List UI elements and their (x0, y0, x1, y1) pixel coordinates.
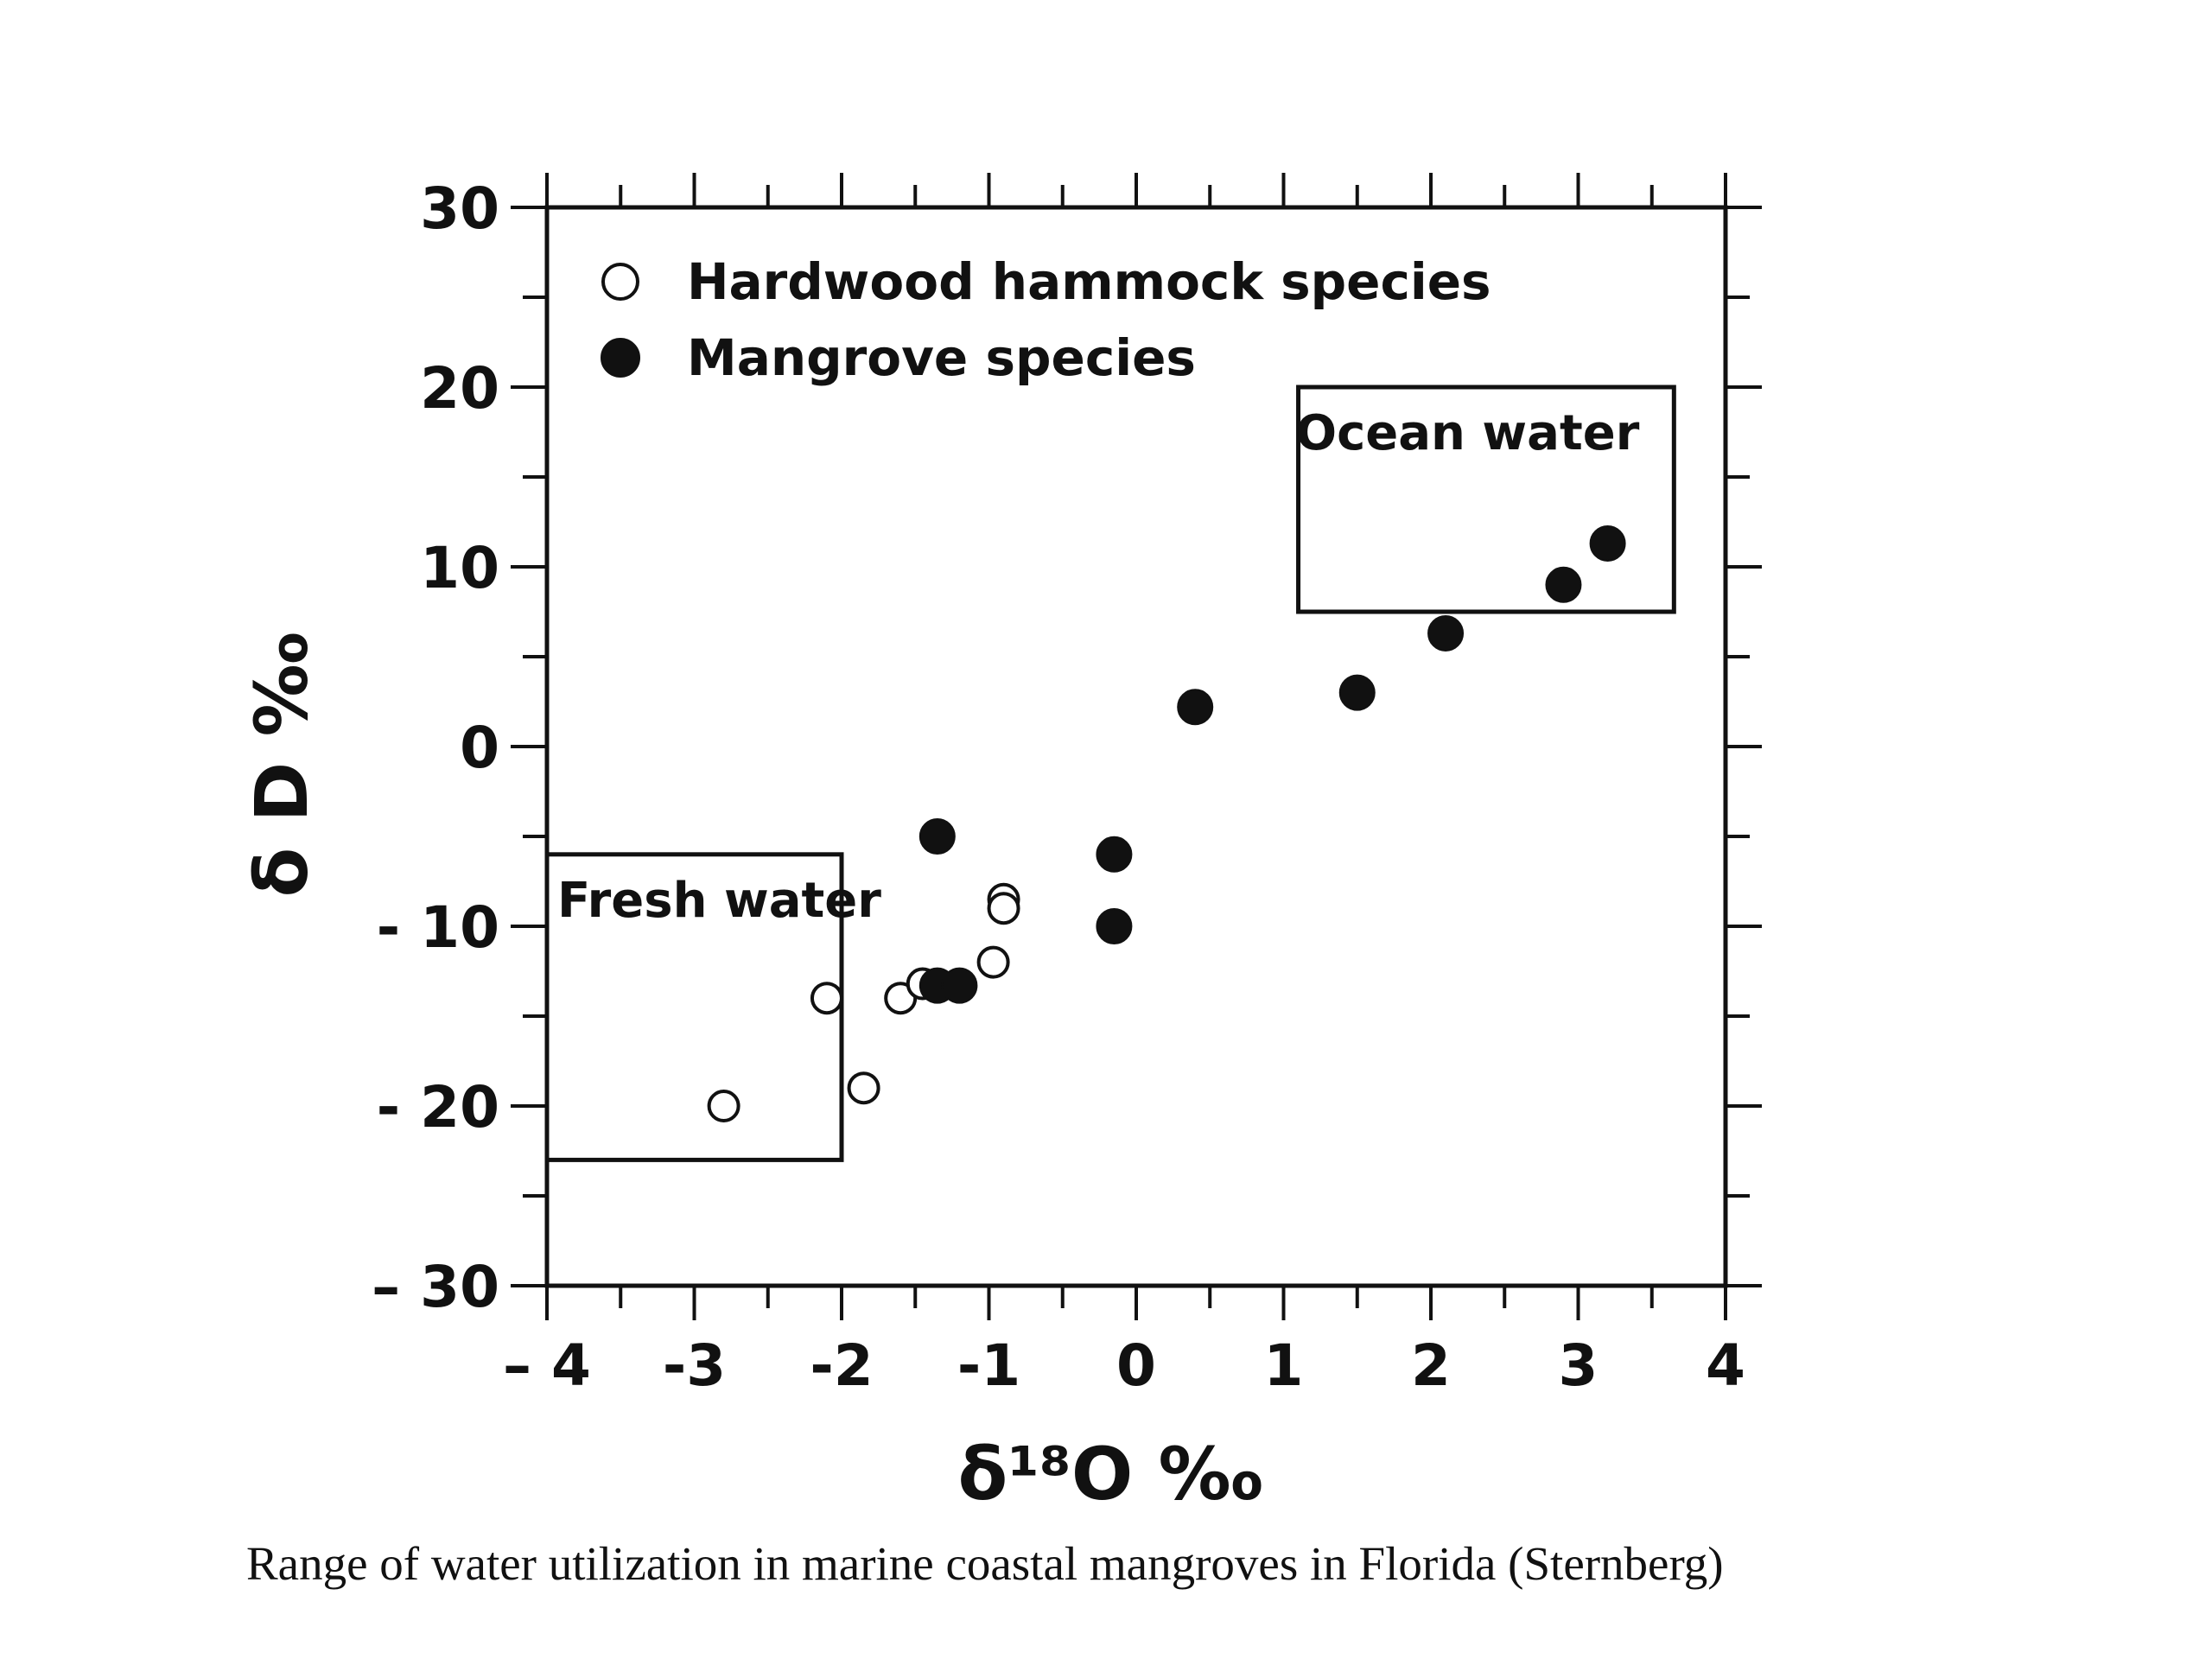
ocean-water-box (1296, 385, 1676, 614)
mangrove-point (1545, 566, 1582, 603)
y-tick-label: - 20 (377, 1074, 499, 1141)
x-tick-label: 2 (1411, 1332, 1451, 1399)
y-tick-label: 0 (460, 715, 499, 781)
x-tick-label: -2 (810, 1332, 873, 1399)
hardwood-point (810, 982, 843, 1015)
y-tick-label: – 30 (372, 1254, 499, 1320)
mangrove-point (1427, 614, 1465, 652)
hardwood-point (987, 892, 1020, 925)
mangrove-point (1589, 524, 1626, 562)
y-tick-label: - 10 (377, 894, 499, 961)
x-tick-label: -3 (663, 1332, 726, 1399)
hardwood-point (847, 1071, 880, 1105)
legend-marker-hardwood (601, 263, 639, 301)
x-tick-label: 3 (1559, 1332, 1599, 1399)
y-axis-tick-labels: 30 20 10 0 - 10 - 20 – 30 (372, 175, 499, 1320)
y-axis-label: δ D ‰ (239, 632, 324, 898)
ocean-water-label: Ocean water (1295, 405, 1639, 461)
mangrove-point (1096, 908, 1133, 944)
data-points (707, 524, 1626, 1122)
y-axis-ticks (511, 206, 1762, 1287)
hardwood-point (707, 1090, 741, 1122)
fresh-water-label: Fresh water (557, 873, 881, 929)
mangrove-point (1096, 836, 1133, 873)
mangrove-point (941, 967, 978, 1004)
x-tick-label: 4 (1706, 1332, 1745, 1399)
x-axis-label: δ¹⁸O ‰ (958, 1432, 1263, 1516)
x-axis-ticks (545, 173, 1727, 1320)
x-tick-label: – 4 (503, 1332, 591, 1399)
mangrove-point (918, 818, 956, 855)
figure-caption: Range of water utilization in marine coa… (246, 1537, 1724, 1590)
fresh-water-box (544, 852, 844, 1162)
legend-marker-mangrove (601, 338, 640, 378)
x-axis-tick-labels: – 4 -3 -2 -1 0 1 2 3 4 (503, 1332, 1745, 1399)
legend-label-mangrove: Mangrove species (687, 328, 1196, 387)
y-tick-label: 10 (420, 535, 499, 601)
legend-label-hardwood: Hardwood hammock species (687, 252, 1491, 311)
annotation-boxes: Fresh water Ocean water (544, 385, 1676, 1162)
x-tick-label: -1 (957, 1332, 1020, 1399)
x-tick-label: 1 (1264, 1332, 1304, 1399)
hardwood-point (976, 945, 1010, 979)
legend: Hardwood hammock species Mangrove species (601, 252, 1491, 387)
x-tick-label: 0 (1116, 1332, 1156, 1399)
y-tick-label: 30 (420, 175, 499, 242)
mangrove-point (1338, 674, 1376, 711)
mangrove-point (1177, 689, 1214, 726)
y-tick-label: 20 (420, 355, 499, 422)
